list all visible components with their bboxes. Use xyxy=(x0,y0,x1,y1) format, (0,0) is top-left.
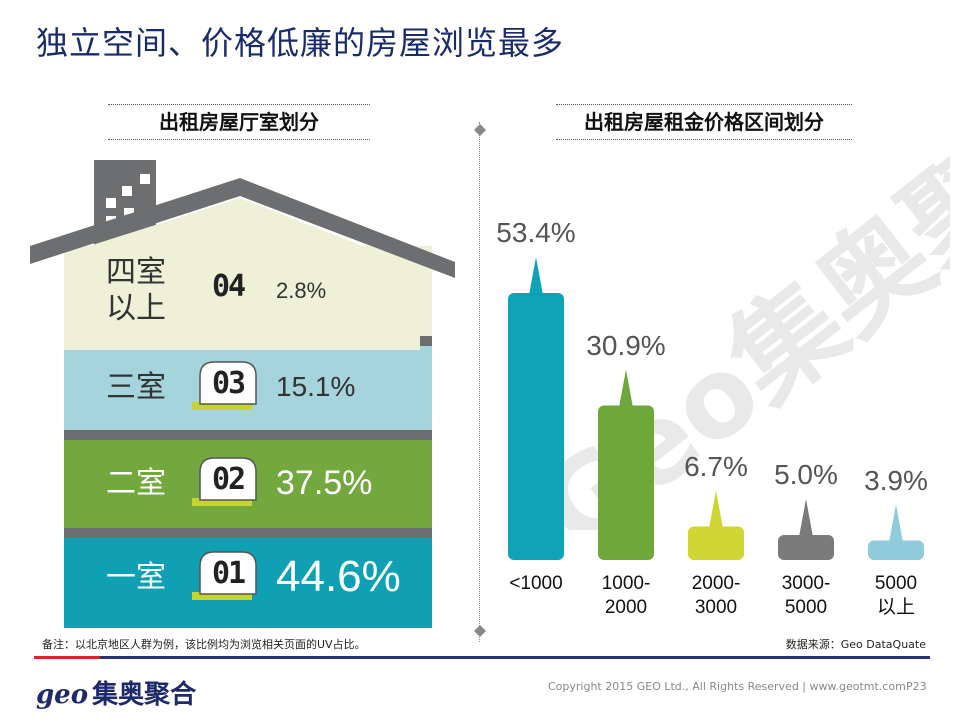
footer-rule xyxy=(34,656,930,659)
room-label-03: 三室 xyxy=(106,370,166,405)
floor-divider xyxy=(64,430,432,440)
badge-01 xyxy=(192,551,257,600)
house-illustration xyxy=(30,160,455,628)
room-breakdown: 四室 以上 04 2.8% 三室 03 15.1% 二室 02 37.5% 一室 01 44.6% xyxy=(30,150,470,640)
bar-value-label: 30.9% xyxy=(586,329,666,361)
room-badge-number-02: 02 xyxy=(211,462,246,497)
bar-pointer xyxy=(529,257,543,295)
brand-name: 集奥聚合 xyxy=(92,680,197,710)
room-badge-number-03: 03 xyxy=(211,366,246,401)
price-bar-0 xyxy=(508,257,564,560)
bar xyxy=(508,293,564,560)
bar xyxy=(598,405,654,560)
bar-value-label: 5.0% xyxy=(774,459,838,490)
bar-pointer xyxy=(889,504,903,543)
bar-value-label: 53.4% xyxy=(496,217,576,248)
roof xyxy=(30,178,455,278)
footnote: 备注：以北京地区人群为例，该比例均为浏览相关页面的UV占比。 xyxy=(42,638,366,651)
price-bar-chart xyxy=(508,257,924,560)
bar xyxy=(778,535,834,560)
bar xyxy=(688,526,744,560)
page-number: P23 xyxy=(906,680,927,693)
room-percent-03: 15.1% xyxy=(276,371,356,403)
footer-accent xyxy=(34,656,100,659)
divider-diamond-top xyxy=(474,124,486,136)
room-percent-01: 44.6% xyxy=(276,551,401,601)
bar-category-label: 3000- 5000 xyxy=(781,573,831,618)
brand-geo: geo xyxy=(36,680,89,710)
floor-divider xyxy=(64,528,432,538)
price-section-title: 出租房屋租金价格区间划分 xyxy=(556,104,852,140)
price-bar-4 xyxy=(868,504,924,560)
room-label-02: 二室 xyxy=(106,466,166,501)
bar-category-label: 2000- 3000 xyxy=(691,573,741,618)
bar-category-label: 5000 以上 xyxy=(874,573,918,618)
room-badge-number-04: 04 xyxy=(211,269,246,304)
copyright: Copyright 2015 GEO Ltd., All Rights Rese… xyxy=(548,680,906,693)
room-percent-02: 37.5% xyxy=(276,463,373,502)
bar-category-label: <1000 xyxy=(509,573,563,594)
price-bar-3 xyxy=(778,499,834,560)
section-divider xyxy=(479,122,480,642)
bar xyxy=(868,540,924,560)
price-bar-2 xyxy=(688,490,744,560)
bar-pointer xyxy=(799,499,813,537)
room-label-04: 四室 以上 xyxy=(106,255,166,326)
room-label-01: 一室 xyxy=(106,560,166,595)
page-title: 独立空间、价格低廉的房屋浏览最多 xyxy=(36,24,565,62)
room-percent-04: 2.8% xyxy=(276,277,327,303)
brand-logo: geo 集奥聚合 xyxy=(36,674,196,711)
price-bar-1 xyxy=(598,369,654,560)
bar-value-label: 3.9% xyxy=(864,464,928,496)
divider-diamond-bottom xyxy=(474,625,486,637)
bar-pointer xyxy=(619,369,633,408)
rooms-section-title: 出租房屋厅室划分 xyxy=(108,104,370,140)
room-badge-number-01: 01 xyxy=(211,556,246,591)
bar-category-label: 1000- 2000 xyxy=(601,573,651,618)
bar-pointer xyxy=(709,490,723,529)
price-chart-labels: 53.4% <1000 30.9% 1000- 2000 6.7% 2000- 3000 5… xyxy=(490,150,940,630)
data-source: 数据来源：Geo DataQuate xyxy=(785,638,926,651)
badge-03 xyxy=(192,361,257,410)
bar-value-label: 6.7% xyxy=(684,450,748,482)
badge-02 xyxy=(192,457,257,506)
